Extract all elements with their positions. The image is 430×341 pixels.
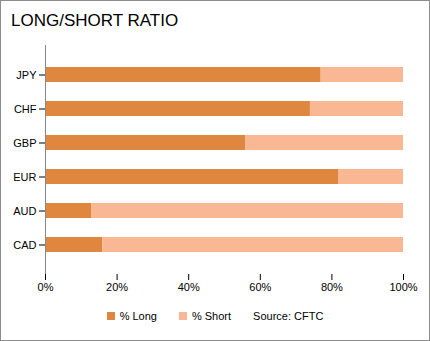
html-text:% Long: % Long bbox=[119, 310, 157, 322]
svg-text:JPY: JPY bbox=[16, 69, 37, 81]
svg-text:80%: 80% bbox=[321, 281, 343, 293]
svg-text:CHF: CHF bbox=[14, 103, 37, 115]
svg-text:GBP: GBP bbox=[13, 137, 36, 149]
html-text:LONG/SHORT RATIO: LONG/SHORT RATIO bbox=[11, 11, 179, 30]
svg-text:0%: 0% bbox=[38, 281, 54, 293]
html-text:% Short: % Short bbox=[191, 310, 232, 322]
svg-text:100%: 100% bbox=[389, 281, 417, 293]
svg-text:20%: 20% bbox=[106, 281, 128, 293]
html-text:Source: CFTC: Source: CFTC bbox=[253, 310, 324, 322]
svg-text:EUR: EUR bbox=[13, 171, 36, 183]
svg-text:CAD: CAD bbox=[13, 239, 36, 251]
svg-text:60%: 60% bbox=[249, 281, 271, 293]
svg-text:AUD: AUD bbox=[13, 205, 36, 217]
svg-text:40%: 40% bbox=[178, 281, 200, 293]
